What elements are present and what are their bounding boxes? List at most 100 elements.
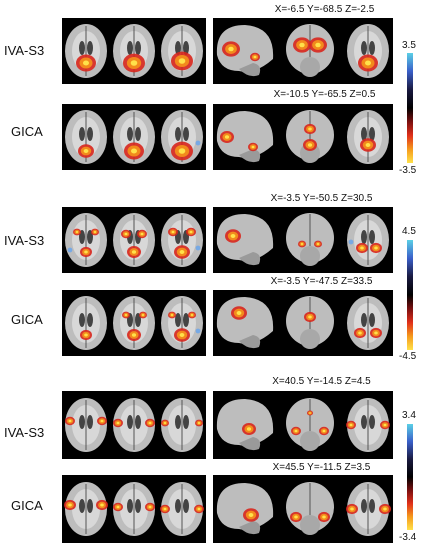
method-label: IVA-S3 <box>4 43 45 58</box>
activation-blob <box>197 507 201 511</box>
sagittal-brain-slice <box>216 483 274 530</box>
activation-blob <box>131 333 137 337</box>
method-label: IVA-S3 <box>4 233 45 248</box>
activation-blob <box>383 507 387 511</box>
sagittal-brain-slice <box>216 25 274 72</box>
activation-blob <box>300 243 304 245</box>
activation-blob <box>178 148 186 154</box>
ventricle <box>369 415 375 429</box>
activation-blob <box>178 58 186 64</box>
sagittal-brain-slice <box>216 297 274 344</box>
ventricle <box>79 415 85 429</box>
activation-blob <box>170 314 174 316</box>
ventricle <box>369 313 375 327</box>
activation-blob <box>383 423 387 427</box>
ventricle <box>127 499 133 513</box>
activation-blob <box>179 250 185 254</box>
ventricle <box>175 41 181 55</box>
ventricle <box>127 415 133 429</box>
coords-label: X=45.5 Y=-11.5 Z=3.5 <box>272 462 371 473</box>
activation-blob <box>179 333 185 337</box>
activation-blob <box>148 421 152 425</box>
cerebellum <box>239 149 261 163</box>
brainstem <box>300 515 320 535</box>
ventricle <box>183 415 189 429</box>
ventricle <box>175 313 181 327</box>
activation-blob <box>308 315 312 319</box>
coords-label: X=-6.5 Y=-68.5 Z=-2.5 <box>274 4 375 15</box>
activation-blob <box>299 42 305 48</box>
activation-blob <box>163 507 167 511</box>
ventricle <box>361 499 367 513</box>
activation-blob <box>68 419 72 423</box>
ventricle <box>183 127 189 141</box>
activation-blob <box>248 513 254 517</box>
ventricle <box>183 41 189 55</box>
coords-label: X=40.5 Y=-14.5 Z=4.5 <box>272 376 371 387</box>
cerebellum <box>239 521 261 535</box>
activation-blob <box>83 149 89 153</box>
ventricle <box>369 499 375 513</box>
ventricle <box>175 499 181 513</box>
colorbar <box>407 424 413 530</box>
activation-blob <box>365 60 371 66</box>
activation-blob <box>358 331 362 335</box>
activation-blob <box>141 314 145 316</box>
coords-label: X=-3.5 Y=-47.5 Z=33.5 <box>270 276 373 287</box>
cerebellum <box>239 63 261 77</box>
cerebellum <box>239 437 261 451</box>
ventricle <box>79 127 85 141</box>
colorbar-max-label: 3.4 <box>402 410 416 421</box>
activation-blob <box>75 231 79 233</box>
activation-blob <box>140 232 144 236</box>
activation-blob <box>197 422 201 424</box>
ventricle <box>361 415 367 429</box>
activation-blob <box>189 230 193 234</box>
activation-blob <box>236 311 242 315</box>
ventricle <box>369 41 375 55</box>
ventricle <box>361 41 367 55</box>
activation-blob <box>171 230 175 234</box>
ventricle <box>79 313 85 327</box>
activation-blob <box>230 234 236 238</box>
ventricle <box>361 230 367 244</box>
activation-blob <box>190 314 194 316</box>
ventricle <box>135 127 141 141</box>
activation-blob <box>294 515 298 519</box>
activation-blob <box>322 515 326 519</box>
ventricle <box>87 127 93 141</box>
activation-blob <box>100 419 104 423</box>
ventricle <box>135 41 141 55</box>
activation-blob <box>84 333 88 337</box>
colorbar-min-label: -3.5 <box>399 165 417 176</box>
ventricle <box>79 41 85 55</box>
method-label: GICA <box>11 124 43 139</box>
activation-blob <box>116 421 120 425</box>
activation-blob <box>374 331 378 335</box>
cold-activation-blob <box>195 140 201 146</box>
activation-blob <box>84 250 88 254</box>
method-label: GICA <box>11 312 43 327</box>
brainstem <box>300 431 320 451</box>
activation-blob <box>131 148 137 154</box>
ventricle <box>183 313 189 327</box>
colorbar-max-label: 3.5 <box>402 40 416 51</box>
method-label: GICA <box>11 498 43 513</box>
activation-blob <box>316 243 320 245</box>
ventricle <box>175 127 181 141</box>
ventricle <box>369 230 375 244</box>
coords-label: X=-10.5 Y=-65.5 Z=0.5 <box>273 89 376 100</box>
activation-blob <box>93 231 97 233</box>
activation-blob <box>253 55 257 59</box>
activation-blob <box>124 314 128 316</box>
method-label: IVA-S3 <box>4 425 45 440</box>
ventricle <box>87 415 93 429</box>
ventricle <box>135 499 141 513</box>
colorbar <box>407 240 413 350</box>
cerebellum <box>239 252 261 266</box>
activation-blob <box>251 145 255 149</box>
activation-blob <box>365 143 371 147</box>
activation-blob <box>360 246 364 250</box>
activation-blob <box>374 246 378 250</box>
